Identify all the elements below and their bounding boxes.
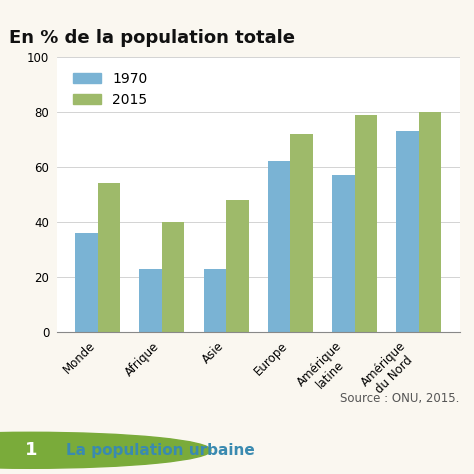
Bar bbox=[75, 233, 98, 332]
Bar bbox=[268, 161, 291, 332]
Text: En % de la population totale: En % de la population totale bbox=[9, 29, 295, 47]
Bar bbox=[98, 183, 120, 332]
Text: La population urbaine: La population urbaine bbox=[66, 443, 255, 458]
Circle shape bbox=[0, 432, 211, 468]
Bar bbox=[162, 222, 184, 332]
Bar bbox=[139, 269, 162, 332]
Text: 1: 1 bbox=[25, 441, 37, 459]
Bar bbox=[332, 175, 355, 332]
Bar bbox=[204, 269, 226, 332]
Bar bbox=[396, 131, 419, 332]
Text: Source : ONU, 2015.: Source : ONU, 2015. bbox=[340, 392, 460, 405]
Legend: 1970, 2015: 1970, 2015 bbox=[68, 66, 153, 113]
Bar bbox=[226, 200, 249, 332]
Bar bbox=[291, 134, 313, 332]
Bar bbox=[419, 112, 441, 332]
Bar bbox=[355, 115, 377, 332]
